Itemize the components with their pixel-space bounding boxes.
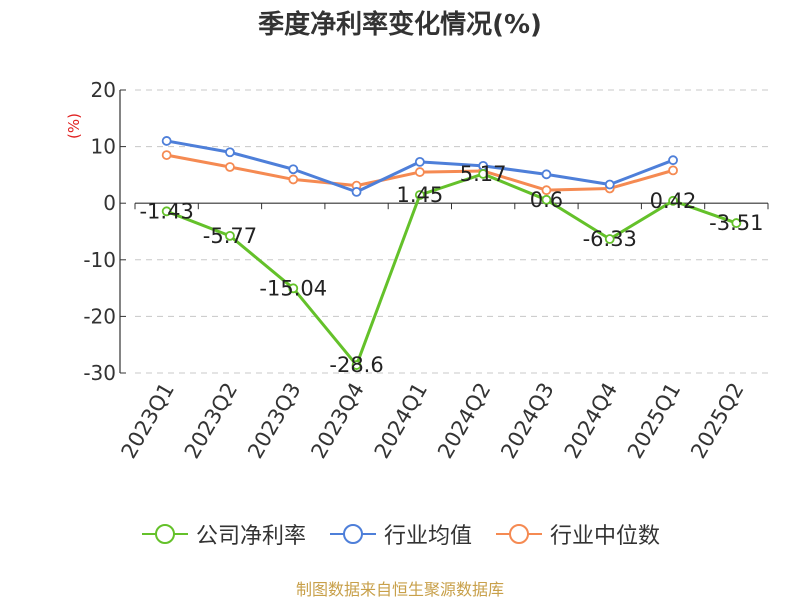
series-line	[166, 172, 737, 367]
x-tick-label: 2024Q2	[433, 379, 495, 463]
data-point	[414, 190, 425, 200]
y-tick-label: -10	[83, 248, 116, 272]
data-point	[161, 136, 172, 146]
data-point	[541, 169, 552, 180]
legend-item: 行业均值	[328, 518, 472, 550]
data-label: -1.43	[139, 199, 193, 223]
x-tick-label: 2024Q3	[496, 379, 558, 463]
data-point	[225, 162, 235, 172]
data-point	[478, 169, 489, 179]
x-tick-label: 2025Q2	[686, 379, 748, 463]
data-point	[225, 230, 235, 241]
data-point	[604, 234, 615, 244]
data-point	[288, 174, 299, 185]
x-tick-label: 2023Q2	[180, 379, 242, 463]
y-axis-label: (%)	[65, 113, 83, 139]
x-tick-label: 2024Q1	[370, 379, 432, 463]
x-tick-label: 2023Q3	[243, 379, 305, 463]
data-point	[225, 147, 235, 158]
legend-swatch	[329, 524, 376, 544]
data-point	[731, 218, 742, 228]
data-point	[161, 206, 172, 217]
data-point	[668, 155, 678, 166]
x-tick-label: 2025Q1	[623, 379, 685, 463]
data-point	[414, 167, 425, 177]
axes: 20 10 0 -10 -20 -30 (%) 2023Q1 2023Q2 2023Q3 2023Q…	[65, 78, 769, 463]
data-point	[541, 185, 552, 196]
data-point	[668, 165, 678, 176]
y-tick-label: 20	[91, 78, 116, 102]
x-tick-label: 2023Q4	[306, 379, 368, 463]
x-tick-label: 2023Q1	[117, 379, 179, 463]
legend: 公司净利率 行业均值 行业中位数	[0, 518, 800, 550]
chart-title: 季度净利率变化情况(%)	[258, 10, 542, 40]
series-lines	[161, 136, 742, 370]
data-point	[604, 179, 615, 190]
data-label: 0.6	[530, 188, 563, 212]
data-point	[668, 195, 678, 206]
data-label: -28.6	[329, 353, 383, 377]
data-point	[351, 186, 362, 197]
x-tick-label: 2024Q4	[560, 379, 622, 463]
y-tick-label: 10	[91, 135, 116, 159]
legend-label: 行业均值	[383, 524, 472, 549]
data-label: 1.45	[396, 183, 443, 207]
legend-label: 行业中位数	[550, 524, 661, 549]
line-chart: 20 10 0 -10 -20 -30 (%) 2023Q1 2023Q2 2023Q3 2023Q…	[65, 78, 769, 463]
y-tick-label: -30	[83, 361, 116, 385]
data-point	[288, 164, 299, 175]
data-label: -6.33	[583, 227, 637, 251]
data-labels: -1.43 -5.77 -15.04 -28.6 1.45 5.17 0.6 -6.33 0.4…	[139, 162, 763, 377]
data-label: -15.04	[259, 276, 327, 300]
legend-item: 行业中位数	[494, 518, 660, 550]
source-note: 制图数据来自恒生聚源数据库	[295, 580, 504, 599]
y-tick-label: -20	[83, 304, 116, 328]
data-label: 0.42	[650, 189, 697, 213]
data-point	[414, 156, 425, 167]
data-label: 5.17	[460, 162, 507, 186]
data-point	[351, 360, 362, 370]
legend-label: 公司净利率	[195, 524, 306, 549]
legend-swatch	[496, 524, 542, 544]
data-point	[541, 194, 552, 205]
data-label: -5.77	[203, 224, 257, 248]
legend-item: 公司净利率	[140, 518, 306, 550]
data-point	[161, 150, 172, 160]
legend-swatch	[141, 524, 188, 544]
data-point	[288, 283, 299, 294]
y-tick-label: 0	[103, 191, 116, 215]
data-label: -3.51	[709, 211, 763, 235]
